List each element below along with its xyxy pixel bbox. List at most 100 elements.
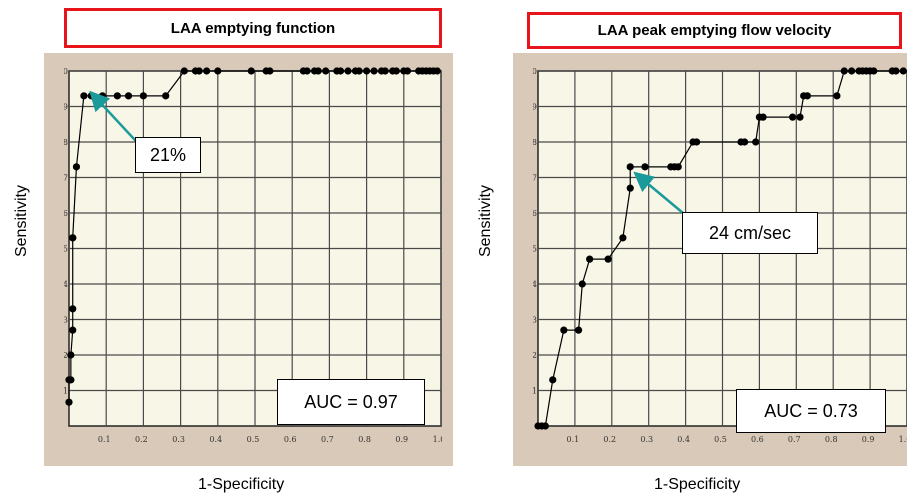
y-tick-label: 0.7 xyxy=(64,174,68,183)
chart-2-annotation: 24 cm/sec xyxy=(682,212,818,254)
roc-data-point xyxy=(626,163,634,171)
y-tick-label: 0.8 xyxy=(533,138,537,147)
roc-data-point xyxy=(69,326,77,334)
y-tick-label: 0.3 xyxy=(533,316,537,325)
roc-data-point xyxy=(139,92,147,100)
y-tick-label: 0.5 xyxy=(64,245,68,254)
x-tick-label: 0.9 xyxy=(862,435,875,444)
x-tick-label: 0.7 xyxy=(321,435,334,444)
roc-data-point xyxy=(314,67,322,75)
roc-data-point xyxy=(214,67,222,75)
roc-data-point xyxy=(759,113,767,121)
roc-data-point xyxy=(303,67,311,75)
x-tick-label: 0.9 xyxy=(395,435,408,444)
roc-data-point xyxy=(69,234,77,242)
roc-data-point xyxy=(892,67,900,75)
roc-data-point xyxy=(803,92,811,100)
y-tick-label: 0.1 xyxy=(533,387,537,396)
roc-data-point xyxy=(578,280,586,288)
roc-data-point xyxy=(322,67,330,75)
x-tick-label: 0.4 xyxy=(209,435,222,444)
roc-data-point xyxy=(203,67,211,75)
roc-data-point xyxy=(180,67,188,75)
roc-data-point xyxy=(67,376,75,384)
roc-data-point xyxy=(344,67,352,75)
roc-data-point xyxy=(899,67,907,75)
roc-data-point xyxy=(848,67,856,75)
chart-2-x-axis-label: 1-Specificity xyxy=(654,476,741,493)
x-tick-label: 0.1 xyxy=(98,435,111,444)
x-tick-label: 0.7 xyxy=(788,435,801,444)
x-tick-label: 0.1 xyxy=(567,435,580,444)
roc-data-point xyxy=(266,67,274,75)
y-tick-label: 1.0 xyxy=(64,67,68,76)
roc-data-point xyxy=(392,67,400,75)
y-tick-label: 1.0 xyxy=(533,67,537,76)
roc-data-point xyxy=(586,255,594,263)
roc-data-point xyxy=(796,113,804,121)
roc-data-point xyxy=(247,67,255,75)
roc-data-point xyxy=(80,92,88,100)
roc-data-point xyxy=(67,351,75,359)
roc-data-point xyxy=(560,326,568,334)
roc-data-point xyxy=(336,67,345,75)
y-tick-label: 0.2 xyxy=(64,351,68,360)
x-tick-label: 0.2 xyxy=(603,435,616,444)
x-tick-label: 0.3 xyxy=(172,435,185,444)
chart-1-annotation: 21% xyxy=(135,137,201,173)
roc-data-point xyxy=(641,163,649,171)
roc-data-point xyxy=(433,67,441,75)
y-tick-label: 0.7 xyxy=(533,174,537,183)
roc-data-point xyxy=(741,138,749,146)
chart-1-y-axis-label: Sensitivity xyxy=(13,184,30,258)
roc-data-point xyxy=(604,255,612,263)
roc-data-point xyxy=(162,92,170,100)
roc-data-point xyxy=(195,67,203,75)
y-tick-label: 0.9 xyxy=(533,103,537,112)
x-tick-label: 0.5 xyxy=(714,435,727,444)
cutoff-arrow xyxy=(633,171,684,214)
chart-1-x-axis-label: 1-Specificity xyxy=(198,476,285,493)
roc-data-point xyxy=(403,67,412,75)
roc-data-point xyxy=(833,92,841,100)
roc-data-point xyxy=(541,422,549,430)
roc-data-point xyxy=(619,234,627,242)
roc-data-point xyxy=(870,67,878,75)
y-tick-label: 0.5 xyxy=(533,245,537,254)
roc-data-point xyxy=(381,67,389,75)
chart-2-auc-label: AUC = 0.73 xyxy=(736,389,886,433)
chart-2-y-axis-label: Sensitivity xyxy=(477,184,494,258)
y-tick-label: 0.6 xyxy=(533,209,537,218)
y-tick-label: 0.8 xyxy=(64,138,68,147)
roc-data-point xyxy=(65,398,73,406)
x-tick-label: 1.0 xyxy=(433,435,442,444)
x-tick-label: 0.3 xyxy=(640,435,653,444)
x-tick-label: 0.8 xyxy=(825,435,838,444)
y-tick-label: 0.4 xyxy=(64,280,68,289)
x-tick-label: 0.5 xyxy=(247,435,260,444)
x-tick-label: 0.8 xyxy=(358,435,371,444)
y-tick-label: 0.6 xyxy=(64,209,68,218)
y-tick-label: 0.2 xyxy=(533,351,537,360)
roc-data-point xyxy=(69,305,77,313)
roc-data-point xyxy=(789,113,797,121)
x-tick-label: 0.6 xyxy=(284,435,297,444)
y-tick-label: 0.4 xyxy=(533,280,537,289)
roc-data-point xyxy=(674,163,682,171)
roc-data-point xyxy=(370,67,378,75)
roc-data-point xyxy=(87,92,95,100)
y-tick-label: 0.1 xyxy=(64,387,68,396)
chart-1-title: LAA emptying function xyxy=(64,8,442,48)
roc-data-point xyxy=(693,138,701,146)
y-tick-label: 0.3 xyxy=(64,316,68,325)
x-tick-label: 1.0 xyxy=(899,435,907,444)
roc-data-point xyxy=(72,163,81,171)
x-tick-label: 0.4 xyxy=(677,435,690,444)
chart-1-auc-label: AUC = 0.97 xyxy=(277,379,425,425)
chart-2-title: LAA peak emptying flow velocity xyxy=(527,12,902,49)
roc-data-point xyxy=(626,184,634,192)
x-tick-label: 0.6 xyxy=(751,435,764,444)
roc-data-point xyxy=(840,67,848,75)
roc-data-point xyxy=(549,376,557,384)
roc-data-point xyxy=(363,67,371,75)
